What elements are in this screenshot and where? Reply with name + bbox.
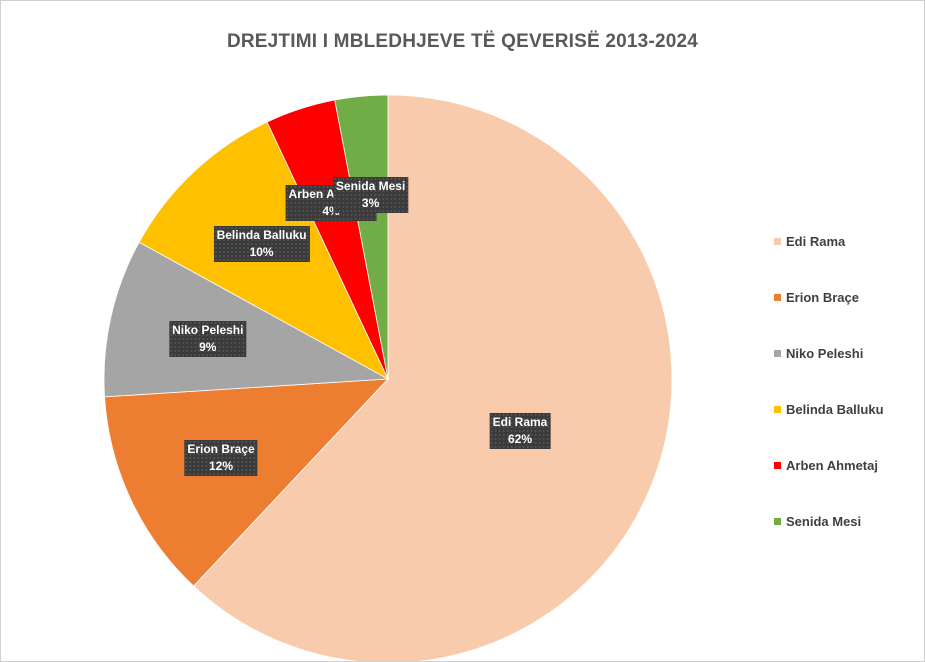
- data-label-value: 12%: [208, 458, 234, 473]
- legend-swatch: [774, 238, 781, 245]
- data-label-name: Niko Peleshi: [172, 322, 244, 337]
- legend-label: Arben Ahmetaj: [786, 458, 878, 473]
- legend-swatch: [774, 406, 781, 413]
- legend-swatch: [774, 294, 781, 301]
- pie-slice-niko-peleshi: [103, 241, 390, 398]
- legend-label: Niko Peleshi: [786, 346, 864, 361]
- data-label-belinda-balluku: Belinda Balluku 10%: [213, 226, 310, 263]
- legend-label: Erion Braçe: [786, 290, 859, 305]
- data-label-value: 62%: [507, 432, 533, 447]
- data-label-name: Erion Braçe: [187, 441, 255, 456]
- data-label-niko-peleshi: Niko Peleshi 9%: [169, 320, 247, 357]
- data-label-senida-mesi: Senida Mesi 3%: [332, 177, 409, 214]
- legend-label: Edi Rama: [786, 234, 846, 249]
- data-label-edi-rama: Edi Rama 62%: [489, 413, 551, 450]
- data-label-value: 3%: [361, 196, 380, 211]
- legend-swatch: [774, 518, 781, 525]
- pie-slice-senida-mesi: [334, 94, 389, 380]
- data-label-name: Belinda Balluku: [216, 228, 307, 243]
- data-label-value: 9%: [199, 339, 217, 354]
- legend-swatch: [774, 462, 781, 469]
- legend-label: Senida Mesi: [786, 514, 862, 529]
- pie-slice-edi-rama: [193, 94, 673, 661]
- data-label-erion-brace: Erion Braçe 12%: [184, 439, 258, 476]
- pie-slice-erion-brace: [104, 378, 389, 587]
- chart-title: DREJTIMI I MBLEDHJEVE TË QEVERISË 2013-2…: [226, 31, 699, 52]
- data-label-name: Edi Rama: [492, 415, 548, 430]
- data-label-name: Senida Mesi: [335, 179, 406, 194]
- legend-swatch: [774, 350, 781, 357]
- legend-label: Belinda Balluku: [786, 402, 884, 417]
- data-label-value: 10%: [249, 245, 274, 260]
